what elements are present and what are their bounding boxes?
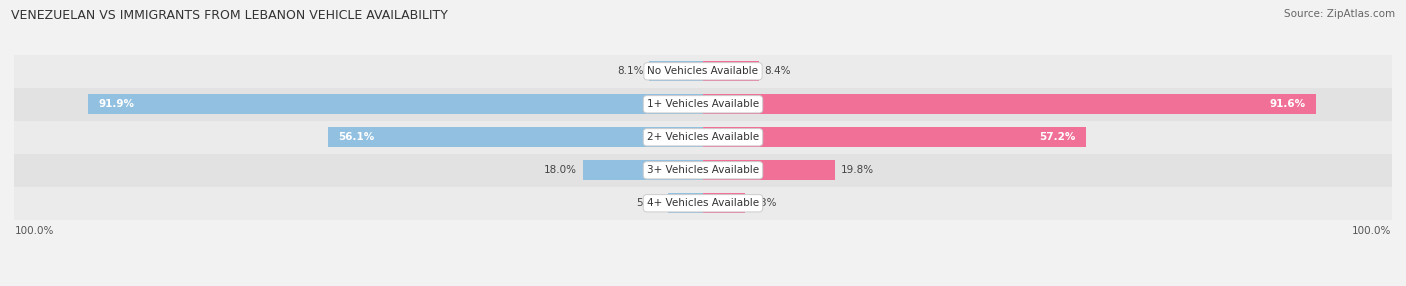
Bar [703,127,1085,147]
Bar [668,193,703,213]
Text: 5.3%: 5.3% [636,198,662,208]
Text: 56.1%: 56.1% [337,132,374,142]
Text: 6.3%: 6.3% [751,198,778,208]
Bar [703,61,759,81]
Bar [14,121,1392,154]
Bar [703,193,745,213]
Text: 3+ Vehicles Available: 3+ Vehicles Available [647,165,759,175]
Bar [89,94,703,114]
Bar [14,154,1392,187]
Text: 57.2%: 57.2% [1039,132,1076,142]
Text: Source: ZipAtlas.com: Source: ZipAtlas.com [1284,9,1395,19]
Bar [14,187,1392,220]
Text: 8.1%: 8.1% [617,66,644,76]
Bar [703,160,835,180]
Text: VENEZUELAN VS IMMIGRANTS FROM LEBANON VEHICLE AVAILABILITY: VENEZUELAN VS IMMIGRANTS FROM LEBANON VE… [11,9,449,21]
Text: 19.8%: 19.8% [841,165,875,175]
Bar [328,127,703,147]
Text: 91.6%: 91.6% [1270,99,1306,109]
Text: No Vehicles Available: No Vehicles Available [648,66,758,76]
Bar [648,61,703,81]
Text: 2+ Vehicles Available: 2+ Vehicles Available [647,132,759,142]
Bar [14,55,1392,88]
Text: 8.4%: 8.4% [765,66,792,76]
Text: 1+ Vehicles Available: 1+ Vehicles Available [647,99,759,109]
Bar [14,88,1392,121]
Bar [703,94,1316,114]
Text: 91.9%: 91.9% [98,99,135,109]
Bar [582,160,703,180]
Text: 4+ Vehicles Available: 4+ Vehicles Available [647,198,759,208]
Text: 18.0%: 18.0% [544,165,578,175]
